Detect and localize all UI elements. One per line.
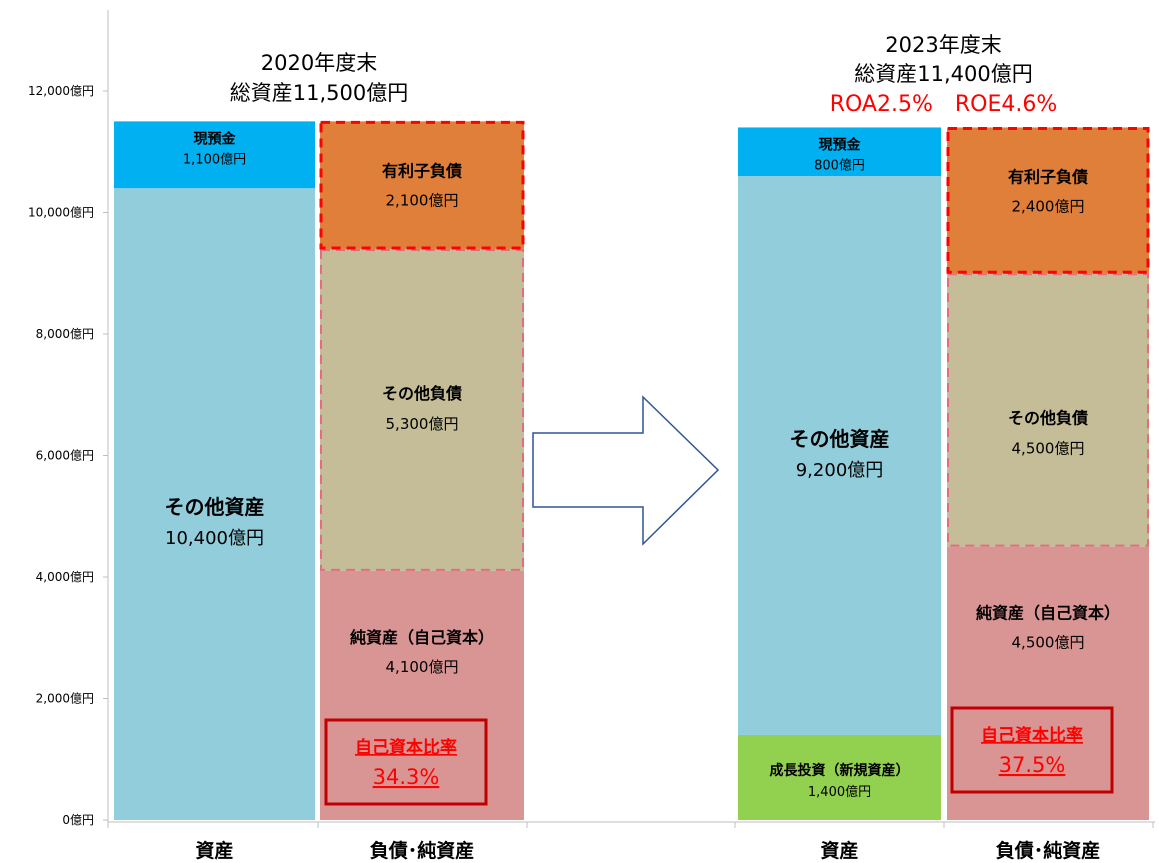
segment-name-label: 現預金 bbox=[194, 130, 237, 147]
segment-value-label: 2,100億円 bbox=[386, 191, 459, 209]
y-tick-label: 6,000億円 bbox=[36, 449, 94, 463]
liability-segment-bar bbox=[320, 570, 524, 820]
x-category-label: 負債･純資産 bbox=[996, 839, 1101, 862]
equity-ratio-box bbox=[324, 718, 488, 806]
segment-labels: 資産 負債･純資産 資産 負債･純資産 その他資産 10,400億円 現預金 1,100億円純… bbox=[165, 130, 1121, 862]
equity-ratio-value: 34.3% bbox=[373, 765, 440, 789]
y-tick-label: 0億円 bbox=[62, 813, 94, 827]
y-tick-label: 4,000億円 bbox=[36, 570, 94, 584]
x-category-label: 資産 bbox=[195, 839, 233, 862]
y-tick-label: 2,000億円 bbox=[36, 692, 94, 706]
asset-segment-bar bbox=[738, 176, 941, 735]
dashed-border bbox=[320, 248, 524, 571]
y-tick-label: 8,000億円 bbox=[36, 327, 94, 341]
equity-ratio-label: 自己資本比率 bbox=[981, 725, 1083, 746]
segment-value-label: 4,500億円 bbox=[1012, 634, 1085, 652]
segment-value-label: 5,300億円 bbox=[386, 415, 459, 433]
asset-segment-bar bbox=[114, 121, 315, 189]
x-category-label: 資産 bbox=[820, 839, 858, 862]
liability-segment-bar bbox=[320, 121, 524, 249]
y-tick-label: 12,000億円 bbox=[28, 84, 94, 98]
segment-name-label: 成長投資（新規資産） bbox=[770, 762, 910, 779]
segment-value-label: 4,500億円 bbox=[1012, 439, 1085, 457]
transition-arrow-icon bbox=[532, 395, 720, 546]
segment-name-label: 現預金 bbox=[819, 136, 862, 153]
segment-value-label: 1,400億円 bbox=[808, 784, 871, 800]
equity-ratio-label: 自己資本比率 bbox=[355, 737, 457, 758]
segment-value-label: 9,200億円 bbox=[796, 460, 884, 481]
group-title-year: 2020年度末 bbox=[261, 51, 377, 75]
segment-value-label: 10,400億円 bbox=[165, 528, 264, 549]
segment-name-label: その他資産 bbox=[790, 427, 890, 451]
dashed-border bbox=[946, 126, 1150, 274]
x-category-label: 負債･純資産 bbox=[370, 839, 475, 862]
segment-name-label: 有利子負債 bbox=[1008, 167, 1088, 186]
bars bbox=[114, 120, 1150, 820]
equity-ratio-box bbox=[950, 706, 1114, 794]
segment-name-label: その他負債 bbox=[1008, 408, 1088, 427]
segment-value-label: 4,100億円 bbox=[386, 658, 459, 676]
dashed-border bbox=[947, 273, 1149, 547]
segment-name-label: 純資産（自己資本） bbox=[350, 628, 494, 647]
segment-name-label: 有利子負債 bbox=[382, 161, 462, 180]
y-tick-label: 10,000億円 bbox=[28, 206, 94, 220]
segment-value-label: 1,100億円 bbox=[183, 151, 246, 167]
liability-segment-bar bbox=[947, 127, 1149, 274]
segment-value-label: 800億円 bbox=[814, 157, 865, 173]
group-title-year: 2023年度末 bbox=[885, 33, 1001, 57]
group-title-total-assets: 総資産11,500億円 bbox=[230, 81, 408, 105]
asset-segment-bar bbox=[114, 188, 315, 820]
liability-segment-bar bbox=[947, 546, 1149, 820]
liability-segment-bar bbox=[320, 248, 524, 571]
group-kpi-label: ROA2.5% ROE4.6% bbox=[830, 92, 1058, 117]
segment-name-label: その他負債 bbox=[382, 384, 462, 403]
asset-segment-bar bbox=[738, 734, 941, 820]
segment-name-label: 純資産（自己資本） bbox=[976, 604, 1120, 623]
segment-value-label: 2,400億円 bbox=[1012, 197, 1085, 215]
segment-name-label: その他資産 bbox=[165, 495, 265, 519]
liability-segment-bar bbox=[947, 273, 1149, 547]
y-axis: 0億円 2,000億円 4,000億円 6,000億円 8,000億円 10,000億円 1… bbox=[28, 10, 1155, 828]
equity-ratio-value: 37.5% bbox=[999, 753, 1066, 777]
dashed-border bbox=[319, 120, 525, 250]
asset-segment-bar bbox=[738, 127, 941, 177]
group-title-total-assets: 総資産11,400億円 bbox=[854, 62, 1032, 86]
